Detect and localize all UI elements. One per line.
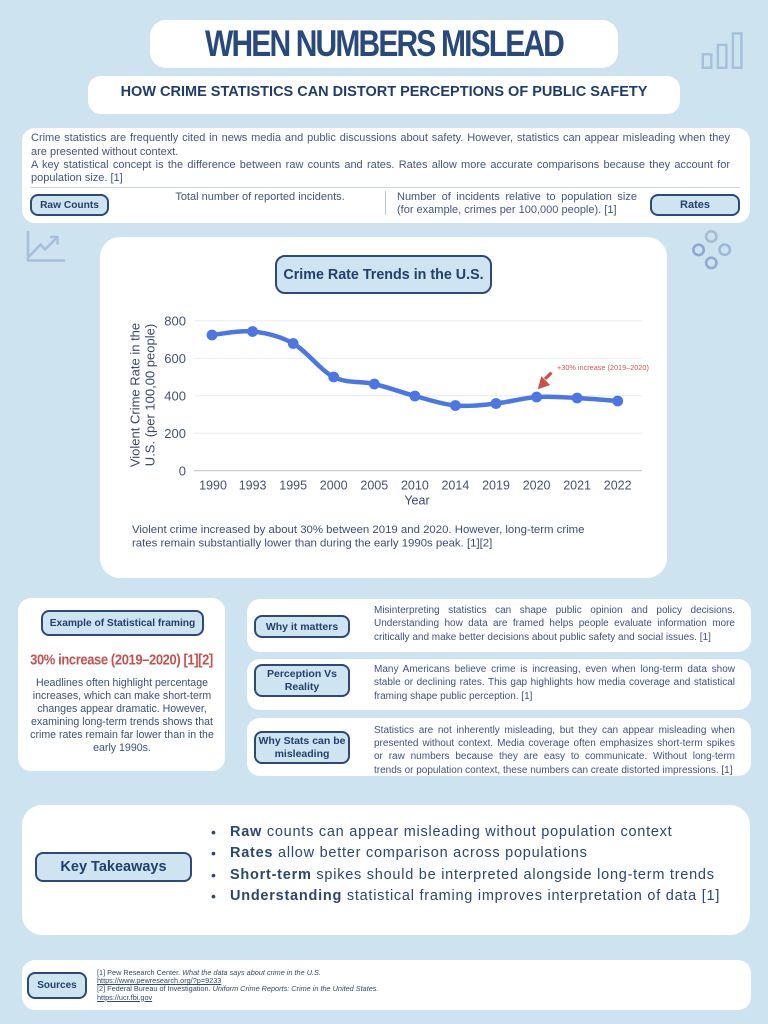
svg-text:rates remain substantially low: rates remain substantially lower than du… — [132, 538, 492, 550]
svg-text:2005: 2005 — [360, 479, 388, 493]
svg-text:+30% increase (2019–2020): +30% increase (2019–2020) — [557, 363, 649, 372]
svg-text:2010: 2010 — [401, 479, 429, 493]
svg-text:2022: 2022 — [604, 479, 632, 493]
svg-text:400: 400 — [164, 388, 186, 403]
svg-text:U.S. (per 100,00 people): U.S. (per 100,00 people) — [143, 324, 158, 466]
svg-text:2014: 2014 — [441, 479, 469, 493]
svg-text:1995: 1995 — [279, 479, 307, 493]
svg-text:2020: 2020 — [523, 479, 551, 493]
svg-text:Violent crime increased by abo: Violent crime increased by about 30% bet… — [132, 524, 585, 536]
svg-text:2000: 2000 — [320, 479, 348, 493]
svg-text:2021: 2021 — [563, 479, 591, 493]
svg-text:1990: 1990 — [199, 479, 227, 493]
svg-text:Violent Crime Rate in the: Violent Crime Rate in the — [128, 323, 143, 467]
svg-text:Year: Year — [404, 494, 429, 508]
svg-text:0: 0 — [179, 463, 186, 478]
svg-text:600: 600 — [164, 351, 186, 366]
svg-text:2019: 2019 — [482, 479, 510, 493]
svg-text:1993: 1993 — [239, 479, 267, 493]
svg-text:200: 200 — [164, 426, 186, 441]
svg-text:800: 800 — [164, 314, 186, 329]
